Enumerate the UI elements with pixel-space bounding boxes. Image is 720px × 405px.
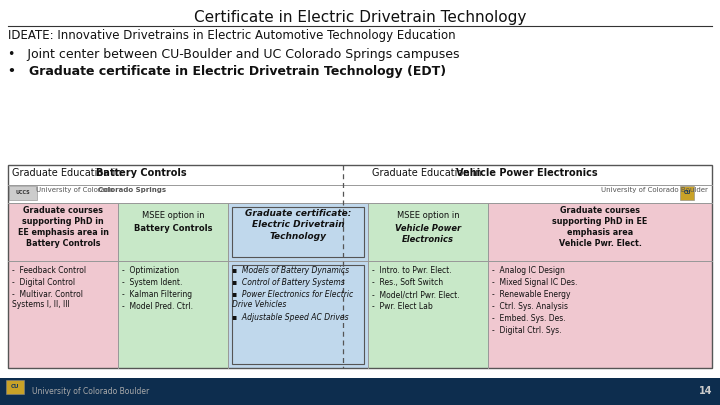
Text: Certificate in Electric Drivetrain Technology: Certificate in Electric Drivetrain Techn… — [194, 10, 526, 25]
Bar — [368, 261, 488, 368]
Text: -  Ctrl. Sys. Analysis: - Ctrl. Sys. Analysis — [492, 302, 568, 311]
Text: Vehicle Power
Electronics: Vehicle Power Electronics — [395, 224, 461, 244]
Text: -  Embed. Sys. Des.: - Embed. Sys. Des. — [492, 314, 566, 323]
Text: -  Feedback Control: - Feedback Control — [12, 266, 86, 275]
Text: -  Analog IC Design: - Analog IC Design — [492, 266, 565, 275]
Bar — [488, 203, 712, 261]
Text: ▪  Adjustable Speed AC Drives: ▪ Adjustable Speed AC Drives — [232, 313, 348, 322]
Text: UCCS: UCCS — [16, 190, 30, 196]
Text: Graduate Education in: Graduate Education in — [12, 168, 125, 178]
Text: Graduate courses
supporting PhD in
EE emphasis area in
Battery Controls: Graduate courses supporting PhD in EE em… — [17, 206, 109, 248]
Text: MSEE option in: MSEE option in — [397, 211, 459, 220]
Bar — [8, 165, 712, 368]
Bar — [118, 203, 228, 261]
Text: -  Res., Soft Switch: - Res., Soft Switch — [372, 278, 443, 287]
Text: Battery Controls: Battery Controls — [96, 168, 186, 178]
Text: CU: CU — [11, 384, 19, 390]
Text: CU: CU — [683, 190, 690, 196]
Text: -  Model Pred. Ctrl.: - Model Pred. Ctrl. — [122, 302, 193, 311]
Text: -  Optimization: - Optimization — [122, 266, 179, 275]
Text: Graduate courses
supporting PhD in EE
emphasis area
Vehicle Pwr. Elect.: Graduate courses supporting PhD in EE em… — [552, 206, 647, 248]
Text: -  Digital Ctrl. Sys.: - Digital Ctrl. Sys. — [492, 326, 562, 335]
Text: ▪  Power Electronics for Electric
Drive Vehicles: ▪ Power Electronics for Electric Drive V… — [232, 290, 354, 309]
Text: Battery Controls: Battery Controls — [134, 224, 212, 233]
Text: -  Pwr. Elect Lab: - Pwr. Elect Lab — [372, 302, 433, 311]
Text: ▪  Models of Battery Dynamics: ▪ Models of Battery Dynamics — [232, 266, 349, 275]
Text: -  Intro. to Pwr. Elect.: - Intro. to Pwr. Elect. — [372, 266, 451, 275]
Bar — [118, 261, 228, 368]
Text: -  Kalman Filtering: - Kalman Filtering — [122, 290, 192, 299]
Text: Colorado Springs: Colorado Springs — [98, 187, 166, 193]
Bar — [228, 203, 368, 261]
Bar — [232, 265, 364, 364]
Text: Graduate Education in: Graduate Education in — [372, 168, 485, 178]
Text: 14: 14 — [698, 386, 712, 396]
Text: -  System Ident.: - System Ident. — [122, 278, 182, 287]
Text: -  Model/ctrl Pwr. Elect.: - Model/ctrl Pwr. Elect. — [372, 290, 459, 299]
Bar — [8, 165, 712, 203]
Bar — [8, 203, 118, 261]
Text: University of Colorado Boulder: University of Colorado Boulder — [601, 187, 708, 193]
Bar — [228, 261, 368, 368]
Bar — [6, 380, 24, 394]
Bar — [0, 378, 720, 405]
Text: •   Joint center between CU-Boulder and UC Colorado Springs campuses: • Joint center between CU-Boulder and UC… — [8, 48, 459, 61]
Bar — [232, 207, 364, 257]
Bar — [368, 203, 488, 261]
Bar — [488, 261, 712, 368]
Text: MSEE option in: MSEE option in — [142, 211, 204, 220]
Text: University of Colorado Boulder: University of Colorado Boulder — [32, 386, 149, 396]
Text: University of Colorado: University of Colorado — [36, 187, 116, 193]
Text: -  Digital Control: - Digital Control — [12, 278, 75, 287]
Text: •   Graduate certificate in Electric Drivetrain Technology (EDT): • Graduate certificate in Electric Drive… — [8, 65, 446, 78]
Bar — [8, 261, 118, 368]
Text: IDEATE: Innovative Drivetrains in Electric Automotive Technology Education: IDEATE: Innovative Drivetrains in Electr… — [8, 29, 456, 42]
Bar — [680, 186, 694, 200]
Bar — [9, 186, 37, 200]
Text: -  Renewable Energy: - Renewable Energy — [492, 290, 570, 299]
Text: Graduate certificate:
Electric Drivetrain
Technology: Graduate certificate: Electric Drivetrai… — [245, 209, 351, 241]
Text: ▪  Control of Battery Systems: ▪ Control of Battery Systems — [232, 278, 345, 287]
Text: Vehicle Power Electronics: Vehicle Power Electronics — [456, 168, 597, 178]
Text: -  Mixed Signal IC Des.: - Mixed Signal IC Des. — [492, 278, 577, 287]
Text: -  Multivar. Control
Systems I, II, III: - Multivar. Control Systems I, II, III — [12, 290, 83, 309]
